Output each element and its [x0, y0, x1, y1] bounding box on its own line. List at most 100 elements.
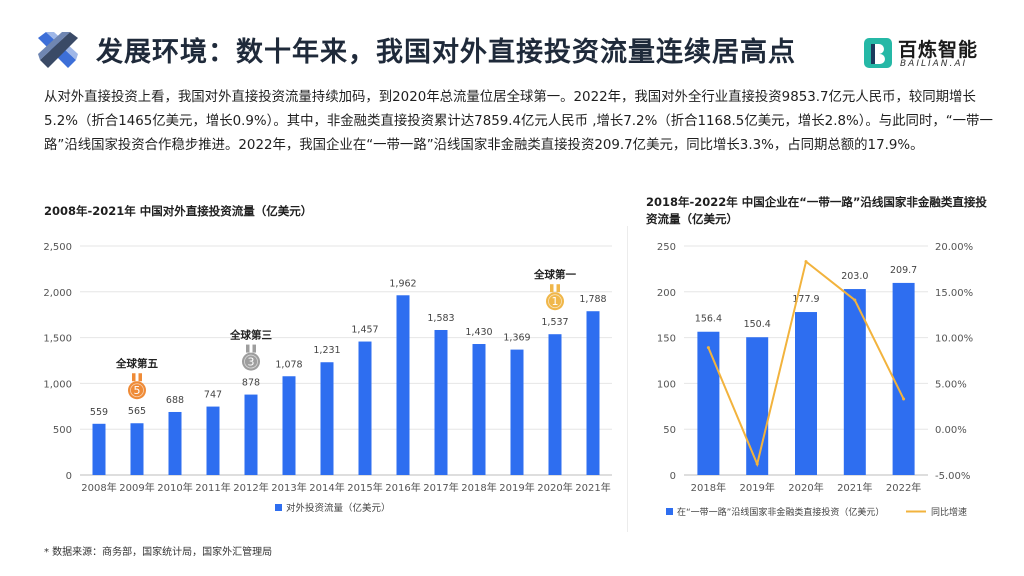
chart1-title: 2008年-2021年 中国对外直接投资流量（亿美元）: [44, 204, 313, 218]
data-label: 878: [242, 378, 260, 389]
bar: [244, 394, 258, 475]
medal-ring: [244, 354, 258, 369]
y-tick-label: 1,500: [43, 334, 72, 345]
medal-ribbon: [550, 284, 554, 293]
data-source-note: * 数据来源：商务部，国家统计局，国家外汇管理局: [44, 547, 273, 558]
intro-paragraph: 从对外直接投资上看，我国对外直接投资流量持续加码，到2020年总流量位居全球第一…: [44, 90, 993, 153]
bar: [697, 331, 720, 475]
growth-rate-point: [902, 397, 906, 401]
x-tick-label: 2014年: [309, 481, 344, 494]
medal-ribbon: [556, 284, 560, 293]
medal-rank: 5: [134, 384, 141, 397]
x-tick-label: 2019年: [739, 481, 774, 494]
bar: [843, 289, 866, 475]
brand-subtitle: BAILIAN.AI: [900, 59, 968, 69]
x-tick-label: 2017年: [423, 481, 458, 494]
legend-label: 对外投资流量（亿美元）: [286, 502, 391, 514]
x-tick-label: 2008年: [81, 481, 116, 494]
legend-swatch: [275, 504, 282, 511]
data-label: 565: [128, 406, 146, 417]
data-label: 688: [166, 395, 184, 406]
page-title: 发展环境：数十年来，我国对外直接投资流量连续居高点: [96, 37, 796, 68]
bar: [434, 329, 448, 475]
data-label: 559: [90, 407, 108, 418]
data-label: 1,962: [389, 278, 416, 289]
x-tick-label: 2020年: [537, 481, 572, 494]
x-tick-label: 2009年: [119, 481, 154, 494]
data-label: 177.9: [792, 294, 819, 305]
y-tick-label: 0: [66, 471, 72, 482]
bar: [358, 341, 372, 475]
belt-road-combo-chart: 0 -5.00% 50 0.00% 100 5.00% 150 10.00% 200 15.00%…: [657, 242, 973, 518]
medal-ribbon: [252, 344, 256, 353]
medal-ribbon: [246, 344, 250, 353]
medal-ribbon: [132, 373, 136, 382]
medal-rank: 3: [248, 356, 255, 369]
bar: [586, 311, 600, 475]
brand-logo: 百炼智能 BAILIAN.AI: [862, 36, 1002, 72]
rank-annotation: 全球第三: [229, 329, 272, 342]
outward-fdi-bar-chart: 0 500 1,000 1,500 2,000 2,500 559 2008年 565 2009年…: [43, 242, 612, 514]
y-tick-label: 150: [657, 334, 676, 345]
y-tick-label: 200: [657, 288, 676, 299]
chart-divider: [627, 226, 628, 532]
x-tick-label: 2015年: [347, 481, 382, 494]
rank-annotation: 全球第一: [533, 268, 576, 281]
x-tick-label: 2021年: [837, 481, 872, 494]
bar: [510, 349, 524, 475]
data-label: 1,231: [313, 345, 340, 356]
y2-tick-label: 0.00%: [935, 425, 967, 436]
x-tick-label: 2019年: [499, 481, 534, 494]
x-tick-label: 2018年: [461, 481, 496, 494]
y-tick-label: 500: [53, 425, 72, 436]
y-tick-label: 2,500: [43, 242, 72, 253]
brand-name: 百炼智能: [898, 39, 979, 61]
x-tick-label: 2012年: [233, 481, 268, 494]
data-label: 1,457: [351, 325, 378, 336]
bar: [130, 423, 144, 475]
y-tick-label: 0: [670, 471, 676, 482]
bar: [206, 406, 220, 475]
bar: [320, 362, 334, 475]
y-tick-label: 100: [657, 379, 676, 390]
y2-tick-label: 10.00%: [935, 334, 973, 345]
bar: [892, 282, 915, 475]
y2-tick-label: 15.00%: [935, 288, 973, 299]
data-label: 1,537: [541, 317, 568, 328]
x-tick-label: 2021年: [575, 481, 610, 494]
bar: [92, 423, 106, 475]
growth-rate-point: [804, 260, 808, 264]
data-label: 156.4: [695, 314, 722, 325]
data-label: 1,369: [503, 333, 530, 344]
bar: [548, 334, 562, 475]
bar: [472, 344, 486, 475]
growth-rate-point: [755, 462, 759, 466]
bar: [746, 337, 769, 475]
data-label: 209.7: [890, 265, 917, 276]
y-tick-label: 50: [663, 425, 676, 436]
x-tick-label: 2010年: [157, 481, 192, 494]
cross-logo-icon: [38, 32, 78, 68]
data-label: 1,078: [275, 359, 302, 370]
chart2-title: 2018年-2022年 中国企业在“一带一路”沿线国家非金融类直接投资流量（亿美…: [646, 195, 987, 226]
y-tick-label: 250: [657, 242, 676, 253]
data-label: 747: [204, 390, 222, 401]
bar: [396, 295, 410, 475]
x-tick-label: 2018年: [691, 481, 726, 494]
medal-rank: 1: [552, 295, 559, 308]
y2-tick-label: 5.00%: [935, 379, 967, 390]
legend-swatch-bar: [666, 508, 673, 515]
rank-annotation: 全球第五: [115, 357, 158, 370]
y2-tick-label: -5.00%: [935, 471, 970, 482]
y-tick-label: 2,000: [43, 288, 72, 299]
bar: [168, 411, 182, 475]
medal-ring: [130, 383, 144, 398]
data-label: 1,430: [465, 327, 492, 338]
growth-rate-point: [853, 298, 857, 302]
bar: [795, 312, 817, 475]
x-tick-label: 2013年: [271, 481, 306, 494]
x-tick-label: 2022年: [886, 481, 921, 494]
data-label: 1,788: [579, 294, 606, 305]
data-label: 150.4: [744, 319, 771, 330]
x-tick-label: 2016年: [385, 481, 420, 494]
